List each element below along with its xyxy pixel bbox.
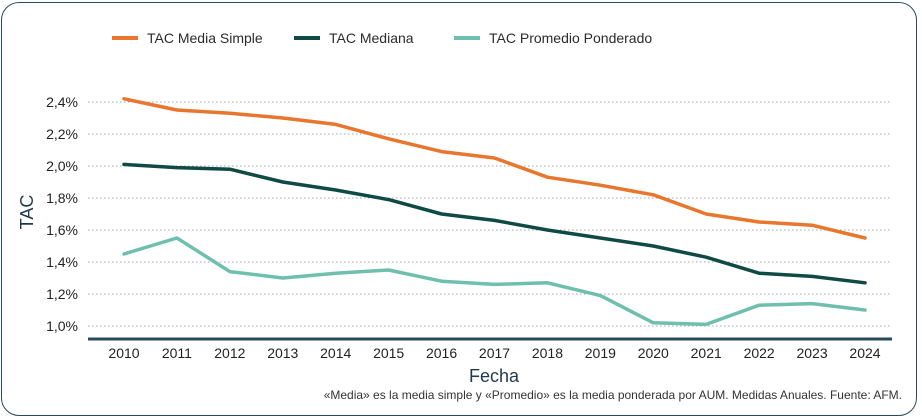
x-tick-label: 2012 (214, 345, 245, 361)
series-line-3 (122, 236, 867, 327)
x-tick-label: 2022 (744, 345, 775, 361)
x-tick-label: 2020 (638, 345, 669, 361)
gridlines (88, 101, 892, 327)
x-tick-label: 2016 (426, 345, 457, 361)
x-tick-label: 2017 (479, 345, 510, 361)
y-tick-label: 2,4% (46, 94, 78, 110)
x-tick-label: 2013 (267, 345, 298, 361)
y-tick-label: 2,0% (46, 158, 78, 174)
x-tick-label: 2015 (373, 345, 404, 361)
x-tick-label: 2014 (320, 345, 351, 361)
x-axis-title: Fecha (469, 366, 520, 386)
chart-frame (1, 2, 917, 416)
x-tick-label: 2011 (162, 345, 192, 361)
footnote: «Media» es la media simple y «Promedio» … (323, 388, 902, 402)
series-line-2 (122, 162, 867, 285)
legend-label: TAC Media Simple (147, 30, 263, 46)
legend-label: TAC Mediana (329, 30, 414, 46)
x-tick-label: 2024 (849, 345, 880, 361)
y-tick-label: 1,4% (46, 254, 78, 270)
series-line-1 (122, 97, 867, 240)
x-tick-label: 2010 (108, 345, 139, 361)
y-tick-label: 1,6% (46, 222, 78, 238)
y-tick-label: 2,2% (46, 126, 78, 142)
y-axis-title: TAC (17, 195, 37, 230)
series-lines (122, 97, 867, 327)
x-tick-label: 2021 (691, 345, 722, 361)
x-tick-label: 2019 (585, 345, 616, 361)
y-tick-label: 1,8% (46, 190, 78, 206)
y-tick-labels: 1,0% 1,2% 1,4% 1,6% 1,8% 2,0% 2,2% 2,4% (46, 94, 78, 334)
x-tick-label: 2018 (532, 345, 563, 361)
x-tick-labels: 2010 2011 2012 2013 2014 2015 2016 2017 2018 2019… (108, 345, 880, 361)
legend-label: TAC Promedio Ponderado (489, 30, 652, 46)
y-tick-label: 1,2% (46, 286, 78, 302)
legend: TAC Media Simple TAC Mediana TAC Promedio … (112, 30, 652, 46)
y-tick-label: 1,0% (46, 318, 78, 334)
x-tick-label: 2023 (796, 345, 827, 361)
